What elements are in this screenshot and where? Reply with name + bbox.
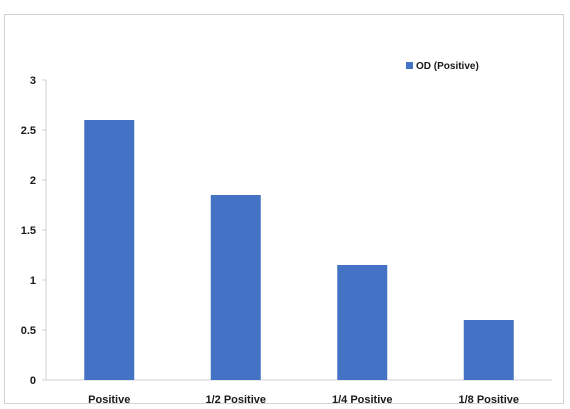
y-tick-label: 2.5 [21,125,36,137]
y-tick-group: 0 0.5 1 1.5 2 2.5 3 [21,75,46,387]
y-tick-label: 1.5 [21,225,36,237]
bar-2 [337,265,388,380]
bar-1 [210,195,261,380]
x-label-group: Positive 1/2 Positive 1/4 Positive 1/8 Posi… [88,394,519,406]
bar-group [84,120,514,380]
y-tick-label: 0.5 [21,325,36,337]
bar-3 [463,320,514,380]
x-category-label: 1/8 Positive [458,394,519,406]
y-tick-label: 2 [30,175,36,187]
x-category-label: 1/2 Positive [205,394,266,406]
x-category-label: 1/4 Positive [332,394,393,406]
legend: OD (Positive) [406,61,479,72]
y-tick-label: 0 [30,375,36,387]
x-category-label: Positive [88,394,130,406]
bar-0 [84,120,135,380]
y-tick-label: 3 [30,75,36,87]
legend-swatch [406,62,413,69]
y-tick-label: 1 [30,275,36,287]
legend-label: OD (Positive) [416,61,479,72]
